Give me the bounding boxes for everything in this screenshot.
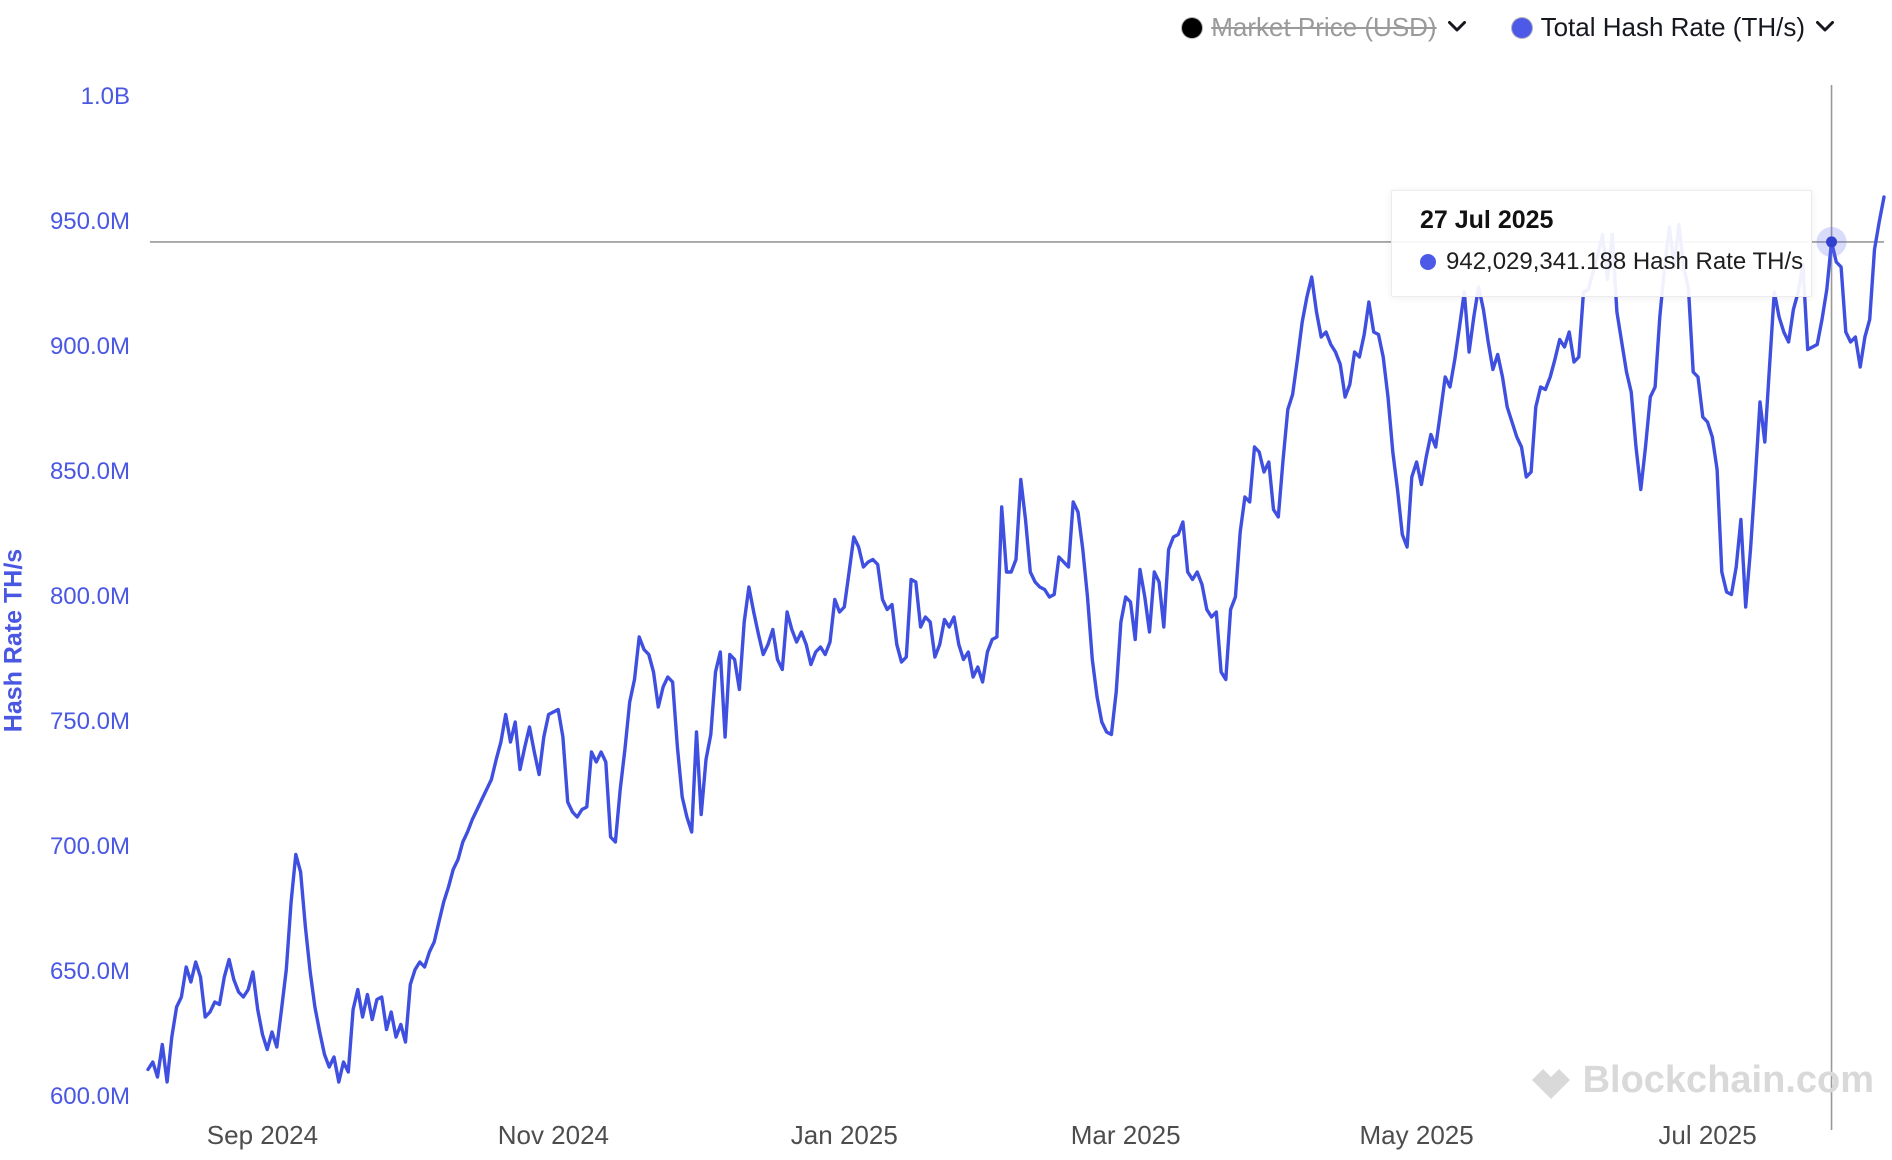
blockchain-logo-icon: [1531, 1059, 1570, 1099]
legend-label-market-price: Market Price (USD): [1211, 12, 1437, 42]
y-tick-label: 850.0M: [49, 458, 130, 485]
hash-rate-line: [146, 195, 1886, 1084]
hover-marker-dot: [1826, 236, 1838, 248]
y-tick-label: 750.0M: [49, 708, 130, 735]
x-tick-label: Mar 2025: [1070, 1120, 1181, 1150]
tooltip-value: 942,029,341.188 Hash Rate TH/s: [1446, 248, 1804, 275]
y-tick-label: 1.0B: [80, 83, 130, 110]
chevron-down-icon[interactable]: [1447, 19, 1466, 37]
tooltip-series-dot-icon: [1420, 254, 1436, 270]
watermark-text: Blockchain.com: [1582, 1058, 1874, 1101]
x-tick-label: Sep 2024: [206, 1120, 319, 1150]
legend-item-hash-rate[interactable]: Total Hash Rate (TH/s): [1511, 12, 1834, 43]
y-tick-label: 650.0M: [49, 958, 130, 985]
y-tick-label: 900.0M: [49, 333, 130, 360]
x-tick-label: Jul 2025: [1658, 1120, 1757, 1150]
chart-legend: Market Price (USD) Total Hash Rate (TH/s…: [1182, 12, 1834, 43]
y-tick-label: 950.0M: [49, 208, 130, 235]
y-tick-label: 800.0M: [49, 583, 130, 610]
x-tick-label: Nov 2024: [497, 1120, 610, 1150]
x-tick-label: Jan 2025: [790, 1120, 898, 1150]
legend-label-hash-rate: Total Hash Rate (TH/s): [1540, 12, 1805, 42]
watermark: Blockchain.com: [1529, 1058, 1874, 1102]
y-tick-label: 700.0M: [49, 833, 130, 860]
market-price-dot-icon: [1182, 17, 1203, 38]
x-tick-label: May 2025: [1359, 1120, 1474, 1150]
hover-tooltip: 27 Jul 2025 942,029,341.188 Hash Rate TH…: [1391, 190, 1812, 297]
hash-rate-dot-icon: [1511, 17, 1532, 38]
legend-item-market-price[interactable]: Market Price (USD): [1182, 12, 1466, 43]
tooltip-date: 27 Jul 2025: [1420, 206, 1554, 234]
y-tick-label: 600.0M: [49, 1083, 130, 1110]
chevron-down-icon[interactable]: [1816, 19, 1834, 37]
